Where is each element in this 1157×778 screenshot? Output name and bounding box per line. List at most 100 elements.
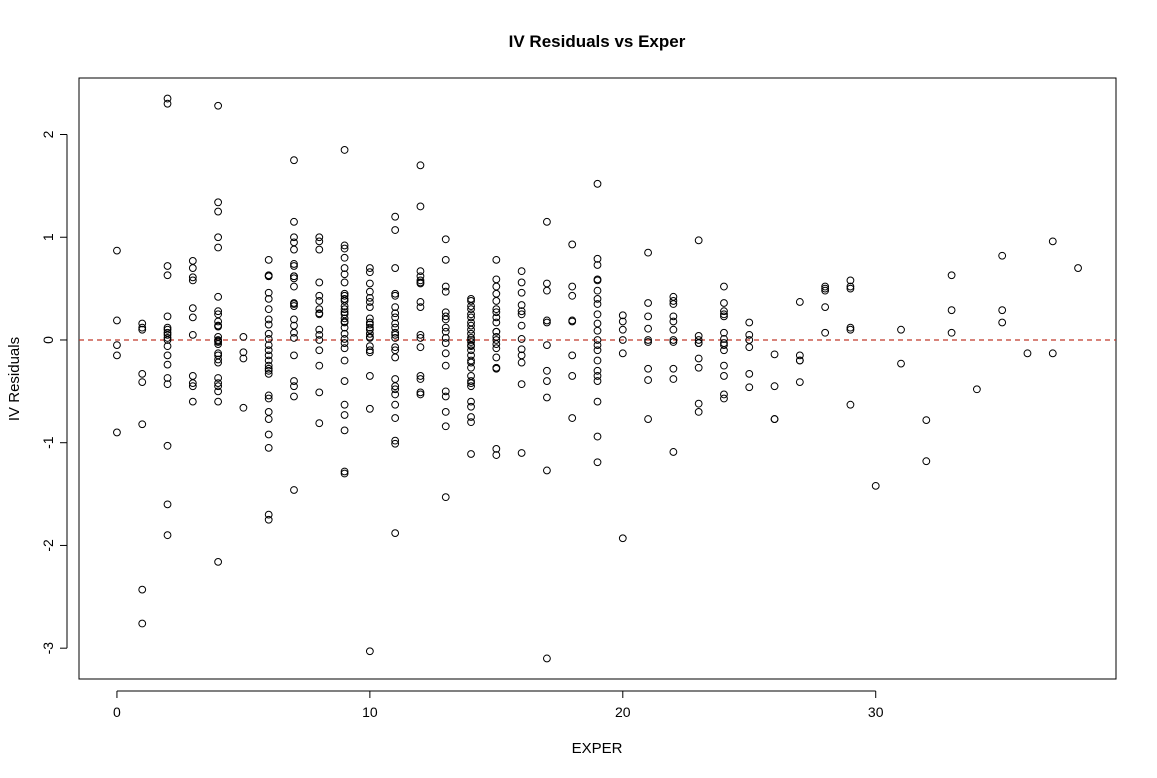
- scatter-point: [467, 377, 475, 385]
- scatter-point: [290, 262, 298, 270]
- scatter-point: [998, 306, 1007, 315]
- scatter-point: [214, 397, 223, 406]
- scatter-point: [745, 369, 754, 378]
- scatter-point: [846, 282, 855, 291]
- scatter-point: [593, 286, 602, 295]
- scatter-point: [467, 321, 475, 330]
- scatter-point: [517, 449, 526, 457]
- scatter-point: [871, 481, 880, 490]
- scatter-point: [568, 240, 577, 249]
- scatter-point: [441, 315, 450, 324]
- y-tick-label: 0: [40, 336, 56, 344]
- scatter-point: [264, 351, 273, 360]
- scatter-point: [669, 364, 678, 373]
- scatter-point: [391, 343, 400, 352]
- scatter-point: [947, 306, 956, 315]
- scatter-point: [618, 349, 627, 358]
- scatter-point: [467, 297, 475, 305]
- scatter-point: [467, 363, 475, 372]
- scatter-point: [543, 286, 551, 295]
- scatter-point: [264, 361, 273, 370]
- scatter-point: [416, 161, 425, 170]
- scatter-point: [593, 310, 602, 319]
- scatter-point: [391, 400, 400, 409]
- scatter-point: [163, 500, 172, 509]
- scatter-point: [365, 342, 374, 351]
- scatter-point: [315, 310, 324, 319]
- scatter-point: [391, 303, 400, 311]
- scatter-point: [113, 428, 121, 437]
- scatter-point: [568, 282, 577, 291]
- scatter-point: [441, 361, 450, 370]
- scatter-point: [467, 310, 475, 319]
- scatter-point: [467, 397, 475, 406]
- scatter-point: [593, 377, 602, 385]
- scatter-point: [543, 466, 551, 475]
- scatter-point: [188, 276, 197, 285]
- scatter-point: [163, 360, 172, 369]
- scatter-point: [593, 254, 602, 263]
- scatter-point: [214, 207, 223, 216]
- scatter-point: [467, 338, 475, 346]
- scatter-point: [290, 217, 298, 226]
- scatter-point: [163, 312, 172, 321]
- y-tick-label: -2: [40, 539, 56, 552]
- scatter-point: [290, 315, 298, 324]
- y-tick-label: -3: [40, 642, 56, 655]
- scatter-point: [1023, 349, 1032, 358]
- scatter-point: [416, 279, 425, 288]
- scatter-point: [593, 276, 602, 285]
- scatter-point: [163, 330, 172, 339]
- scatter-point: [517, 307, 526, 316]
- scatter-point: [264, 515, 273, 524]
- scatter-point: [315, 419, 324, 428]
- scatter-point: [416, 202, 425, 211]
- scatter-point: [239, 332, 248, 341]
- scatter-point: [416, 390, 425, 399]
- scatter-point: [593, 336, 602, 344]
- scatter-point: [391, 436, 400, 445]
- scatter-point: [517, 288, 526, 297]
- scatter-point: [517, 267, 526, 276]
- scatter-point: [340, 377, 349, 385]
- scatter-point: [543, 217, 551, 226]
- scatter-point: [492, 444, 501, 453]
- scatter-point: [391, 289, 400, 298]
- scatter-point: [340, 469, 349, 478]
- scatter-point: [315, 330, 324, 339]
- scatter-point: [467, 341, 475, 350]
- scatter-point: [998, 318, 1007, 327]
- scatter-point: [720, 299, 728, 307]
- scatter-point: [694, 399, 703, 408]
- scatter-point: [391, 309, 400, 318]
- scatter-point: [365, 314, 374, 323]
- scatter-point: [365, 372, 374, 380]
- scatter-point: [416, 375, 425, 383]
- scatter-point: [138, 619, 147, 628]
- scatter-point: [517, 358, 526, 367]
- scatter-point: [340, 356, 349, 365]
- scatter-point: [795, 378, 804, 386]
- scatter-point: [163, 342, 172, 351]
- scatter-point: [467, 402, 475, 411]
- scatter-point: [113, 316, 121, 325]
- scatter-point: [416, 276, 425, 285]
- scatter-point: [492, 327, 501, 336]
- scatter-point: [1048, 349, 1057, 358]
- scatter-point: [214, 307, 223, 316]
- scatter-point: [163, 531, 172, 540]
- scatter-point: [214, 379, 223, 388]
- scatter-point: [391, 226, 400, 234]
- scatter-point: [846, 323, 855, 332]
- scatter-point: [543, 393, 551, 402]
- scatter-point: [694, 363, 703, 372]
- scatter-point: [391, 385, 400, 394]
- scatter-point: [214, 355, 223, 364]
- y-tick-label: 1: [40, 233, 56, 241]
- scatter-point: [239, 348, 248, 357]
- scatter-point: [644, 376, 652, 384]
- scatter-point: [492, 340, 501, 348]
- plot-frame: [78, 77, 1117, 680]
